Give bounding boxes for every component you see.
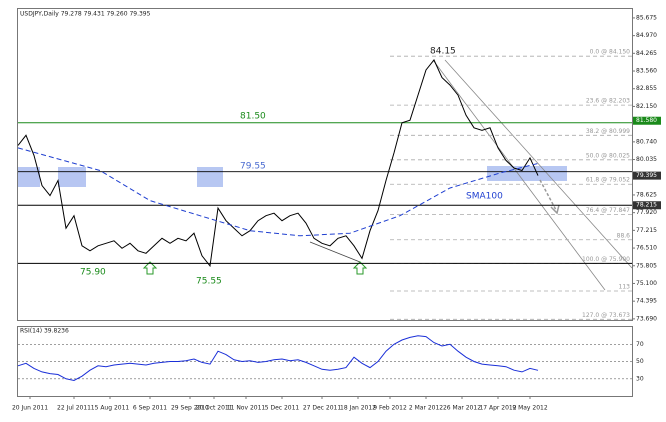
rsi-tick-label: 30 — [636, 375, 644, 382]
x-tick-label: 9 May 2012 — [512, 405, 547, 412]
rsi-frame — [17, 326, 633, 397]
sma-label: SMA100 — [466, 192, 503, 202]
x-tick-label: 20 Jun 2011 — [12, 405, 48, 412]
x-tick-label: 17 Apr 2012 — [479, 405, 516, 412]
y-tick-label: 74.395 — [636, 298, 657, 305]
price-tag-label: 79.395 — [636, 172, 657, 179]
y-tick-label: 80.740 — [636, 138, 657, 145]
zone-box — [487, 166, 567, 181]
x-tick-label: 18 Jan 2012 — [340, 405, 376, 412]
x-tick-label: 9 Feb 2012 — [373, 405, 407, 412]
level-label: 75.90 — [80, 268, 106, 278]
fib-label: 100.0 @ 75.900 — [582, 256, 630, 263]
y-tick-label: 77.920 — [636, 209, 657, 216]
x-tick-label: 5 Dec 2011 — [265, 405, 300, 412]
x-tick-label: 2 Mar 2012 — [409, 405, 443, 412]
x-tick-label: 26 Mar 2012 — [443, 405, 481, 412]
channel — [309, 59, 633, 291]
y-tick-label: 78.625 — [636, 191, 657, 198]
zone-box — [58, 167, 86, 187]
y-tick-label: 75.100 — [636, 280, 657, 287]
up-arrows — [142, 261, 368, 275]
y-tick-label: 76.510 — [636, 245, 657, 252]
fib-label: 76.4 @ 77.847 — [586, 207, 630, 214]
x-tick-label: 27 Dec 2011 — [303, 405, 342, 412]
y-tick-label: 84.265 — [636, 50, 657, 57]
fib-label: 38.2 @ 80.999 — [586, 128, 630, 135]
fib-label: 61.8 @ 79.052 — [586, 177, 630, 184]
zone-box — [18, 167, 40, 187]
x-tick-label: 22 Jul 2011 — [57, 405, 91, 412]
price-tag-label: 81.580 — [636, 117, 657, 124]
y-tick-label: 85.675 — [636, 14, 657, 21]
y-tick-label: 82.150 — [636, 103, 657, 110]
up-arrow — [352, 261, 368, 275]
sma-line — [17, 147, 541, 237]
price-tag-label: 78.215 — [636, 202, 657, 209]
channel-line — [432, 59, 606, 291]
trend-line — [309, 241, 361, 263]
y-tick-label: 73.690 — [636, 315, 657, 322]
y-tick-label: 82.855 — [636, 85, 657, 92]
y-tick-label: 80.035 — [636, 156, 657, 163]
x-tick-label: 29 Sep 2011 — [171, 405, 209, 412]
x-tick-label: 15 Aug 2011 — [91, 405, 130, 412]
arrow-head — [550, 204, 560, 215]
zone-box — [197, 167, 223, 187]
fib-label: 88.6 — [617, 232, 631, 239]
fib-label: 23.6 @ 82.203 — [586, 98, 630, 105]
rsi-tick-label: 70 — [636, 341, 644, 348]
up-arrow — [142, 261, 158, 275]
y-tick-label: 77.215 — [636, 227, 657, 234]
x-tick-label: 20 Oct 2011 — [195, 405, 232, 412]
y-tick-label: 84.970 — [636, 32, 657, 39]
level-label: 79.55 — [240, 162, 266, 172]
low-label: 75.55 — [196, 277, 222, 287]
price-line — [17, 59, 539, 268]
projection-arrow — [539, 179, 557, 211]
rsi-tick-label: 50 — [636, 358, 644, 365]
channel-line — [444, 59, 633, 269]
chart-title: USDJPY,Daily 79.278 79.431 79.260 79.395 — [20, 11, 151, 18]
rsi-title: RSI(14) 39.8236 — [20, 328, 69, 335]
x-tick-label: 6 Sep 2011 — [133, 405, 167, 412]
main-frame — [17, 8, 633, 321]
level-label: 81.50 — [240, 112, 266, 122]
price-tag — [633, 171, 661, 180]
fib-label: 113 — [619, 283, 631, 290]
fib-label: 127.0 @ 73.673 — [582, 312, 630, 319]
price-tag — [633, 116, 661, 125]
price-line — [17, 335, 539, 382]
y-tick-label: 83.560 — [636, 68, 657, 75]
y-tick-label: 75.805 — [636, 262, 657, 269]
fib-label: 50.0 @ 80.025 — [586, 152, 630, 159]
x-tick-label: 11 Nov 2011 — [227, 405, 266, 412]
high-label: 84.15 — [430, 47, 456, 57]
price-tag — [633, 201, 661, 210]
fib-label: 0.0 @ 84.150 — [590, 49, 631, 56]
